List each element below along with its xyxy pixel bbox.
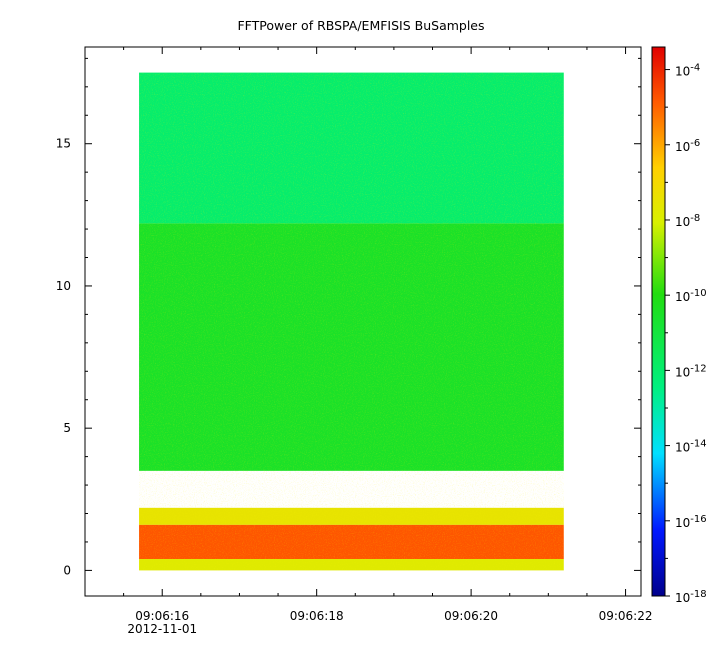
plot-frame xyxy=(84,46,642,597)
spectrogram-texture xyxy=(139,72,564,571)
x-tick-label-1: 09:06:18 xyxy=(290,609,344,623)
colorbar-tick-label-6: 10-16 xyxy=(675,514,707,530)
y-tick-label-0: 0 xyxy=(63,563,71,577)
y-tick-label-2: 10 xyxy=(56,279,71,293)
x-tick-label-0: 09:06:16 xyxy=(135,609,189,623)
colorbar-tick-label-3: 10-10 xyxy=(675,288,707,304)
colorbar: 10-4 10-6 10-8 10-10 10-12 10-14 10-16 10-18 xyxy=(651,46,707,605)
colorbar-tick-label-0: 10-4 xyxy=(675,63,700,79)
y-tick-label-1: 5 xyxy=(63,421,71,435)
x-axis: 09:06:16 09:06:18 09:06:20 09:06:22 2012-11-… xyxy=(84,47,653,636)
x-date-label: 2012-11-01 xyxy=(127,622,197,636)
y-tick-label-3: 15 xyxy=(56,137,71,151)
colorbar-tick-label-5: 10-14 xyxy=(675,439,707,455)
colorbar-gradient xyxy=(651,46,666,597)
plot-area xyxy=(84,46,642,597)
x-tick-label-3: 09:06:22 xyxy=(599,609,653,623)
colorbar-tick-label-2: 10-8 xyxy=(675,213,700,229)
chart-title: FFTPower of RBSPA/EMFISIS BuSamples xyxy=(237,18,484,33)
colorbar-tick-label-1: 10-6 xyxy=(675,138,700,154)
colorbar-tick-label-7: 10-18 xyxy=(675,589,707,605)
y-axis: 0 5 10 15 xyxy=(56,57,641,577)
spectrogram-data xyxy=(139,72,564,571)
colorbar-tick-label-4: 10-12 xyxy=(675,363,707,379)
x-tick-label-2: 09:06:20 xyxy=(444,609,498,623)
